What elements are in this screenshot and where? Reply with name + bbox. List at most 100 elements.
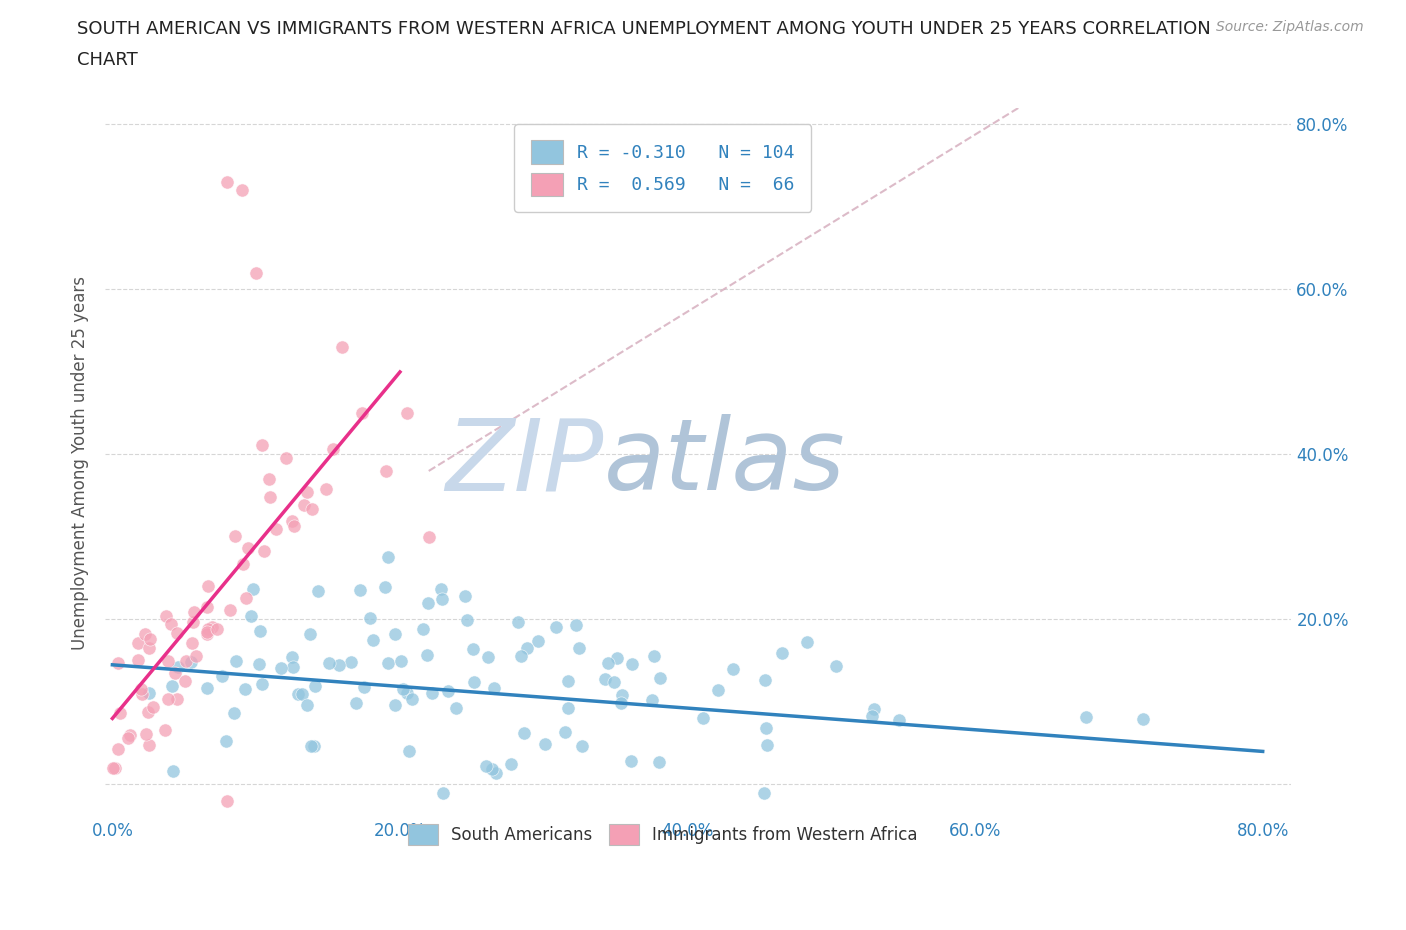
Point (110, 706, 132, 721)
Point (557, 700, 579, 715)
Point (197, 579, 219, 594)
Point (174, 654, 197, 669)
Point (166, 692, 188, 707)
Point (318, 656, 340, 671)
Text: ZIP: ZIP (446, 414, 603, 512)
Point (557, 673, 579, 688)
Point (481, 762, 503, 777)
Point (412, 621, 434, 636)
Point (107, 741, 129, 756)
Point (510, 649, 533, 664)
Text: SOUTH AMERICAN VS IMMIGRANTS FROM WESTERN AFRICA UNEMPLOYMENT AMONG YOUTH UNDER : SOUTH AMERICAN VS IMMIGRANTS FROM WESTER… (77, 20, 1211, 38)
Point (596, 656, 619, 671)
Point (104, 761, 127, 776)
Point (384, 698, 406, 713)
Point (156, 692, 179, 707)
Point (153, 723, 176, 737)
Point (205, 621, 228, 636)
Point (138, 685, 160, 700)
Point (160, 679, 183, 694)
Point (129, 682, 152, 697)
Point (217, 793, 239, 808)
Point (484, 681, 506, 696)
Point (195, 600, 218, 615)
Point (270, 660, 292, 675)
Point (184, 648, 207, 663)
Point (215, 734, 238, 749)
Point (641, 693, 664, 708)
Point (197, 621, 219, 636)
Point (499, 757, 522, 772)
Point (142, 699, 165, 714)
Point (195, 680, 218, 695)
Point (430, 581, 453, 596)
Point (796, 634, 818, 649)
Point (463, 674, 485, 689)
Point (301, 502, 323, 517)
Text: atlas: atlas (603, 414, 845, 512)
Point (253, 543, 276, 558)
Point (374, 463, 396, 478)
Point (860, 709, 883, 724)
Point (136, 704, 159, 719)
Point (283, 518, 305, 533)
Point (117, 730, 139, 745)
Point (340, 655, 363, 670)
Point (609, 696, 631, 711)
Point (456, 613, 478, 628)
Point (887, 712, 910, 727)
Point (127, 653, 149, 668)
Point (595, 671, 617, 686)
Point (755, 737, 778, 752)
Point (231, 183, 253, 198)
Point (131, 686, 153, 701)
Point (610, 687, 633, 702)
Text: CHART: CHART (77, 51, 138, 69)
Point (353, 679, 375, 694)
Point (463, 642, 485, 657)
Point (211, 669, 233, 684)
Point (568, 640, 591, 655)
Point (166, 626, 188, 641)
Point (332, 339, 354, 354)
Point (249, 623, 271, 638)
Point (218, 603, 240, 618)
Point (236, 540, 259, 555)
Point (437, 684, 460, 698)
Point (391, 682, 413, 697)
Point (416, 648, 439, 663)
Point (322, 441, 344, 456)
Point (281, 649, 304, 664)
Point (603, 675, 626, 690)
Point (181, 615, 204, 630)
Point (565, 618, 588, 632)
Point (138, 737, 160, 752)
Point (233, 682, 256, 697)
Point (643, 648, 665, 663)
Point (527, 633, 550, 648)
Point (167, 660, 190, 675)
Point (292, 498, 315, 512)
Point (621, 657, 644, 671)
Y-axis label: Unemployment Among Youth under 25 years: Unemployment Among Youth under 25 years (72, 275, 89, 650)
Point (432, 591, 454, 606)
Point (127, 635, 149, 650)
Point (287, 686, 309, 701)
Point (307, 583, 329, 598)
Point (259, 489, 281, 504)
Point (247, 657, 270, 671)
Point (361, 632, 384, 647)
Point (648, 671, 671, 685)
Point (384, 627, 406, 642)
Point (374, 579, 396, 594)
Point (165, 666, 187, 681)
Point (513, 726, 536, 741)
Point (107, 656, 129, 671)
Point (554, 725, 576, 740)
Point (418, 529, 440, 544)
Point (349, 582, 371, 597)
Point (180, 654, 202, 669)
Point (155, 608, 177, 623)
Point (157, 653, 180, 668)
Point (118, 727, 141, 742)
